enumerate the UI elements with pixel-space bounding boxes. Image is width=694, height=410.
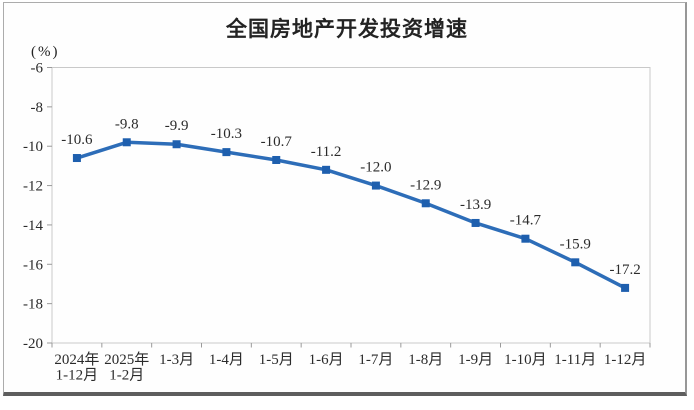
y-tick-label: -8 [31,100,44,116]
data-point-label: -10.6 [61,132,93,148]
x-tick-label: 1-10月 [504,352,547,368]
x-tick-label: 1-8月 [408,352,443,368]
y-tick-label: -20 [23,336,43,352]
y-tick-label: -16 [23,257,43,273]
data-point-marker [322,165,331,174]
y-tick-label: -12 [23,179,43,195]
data-point-marker [172,140,181,149]
data-point-label: -14.7 [510,213,542,229]
data-point-label: -17.2 [609,262,640,278]
y-tick-label: -18 [23,297,43,313]
x-tick-label: 1-6月 [309,352,344,368]
x-tick-label: 2025年 1-2月 [104,351,149,384]
chart-title: 全国房地产开发投资增速 [226,18,468,41]
data-point-marker [272,155,281,164]
data-point-label: -10.3 [211,126,242,142]
data-point-marker [571,258,580,267]
data-point-label: -12.0 [360,160,391,176]
data-point-marker [421,199,430,208]
data-point-marker [122,138,131,147]
data-point-marker [621,283,630,292]
x-tick-label: 1-11月 [554,352,596,368]
data-point-label: -12.9 [410,177,441,193]
data-point-label: -15.9 [560,236,591,252]
data-point-label: -11.2 [311,144,342,160]
data-point-label: -9.9 [165,118,189,134]
plot-border [51,67,651,344]
y-axis-unit-label: (%) [31,44,60,60]
y-axis: -6 -8 -10 -12 -14 -16 -18 -20 [23,61,52,352]
data-point-label: -9.8 [115,116,139,132]
y-tick-label: -14 [23,218,43,234]
chart-line [75,140,627,290]
data-points: -10.6 -9.8 -9.9 -10.3 -10.7 -11.2 -12.0 -12.9 -1… [61,116,641,292]
data-point-label: -13.9 [460,197,491,213]
data-point-marker [222,148,231,157]
y-tick-label: -10 [23,139,43,155]
x-tick-label: 1-5月 [259,352,294,368]
data-point-label: -10.7 [261,134,293,150]
data-point-marker [371,181,380,190]
data-point-marker [72,154,81,163]
data-point-marker [471,218,480,227]
data-point-marker [521,234,530,243]
x-tick-label: 1-3月 [159,352,194,368]
x-tick-label: 1-12月 [604,352,647,368]
x-tick-label: 1-7月 [358,352,393,368]
y-tick-label: -6 [31,61,44,77]
x-tick-label: 2024年 1-12月 [54,351,99,384]
x-tick-label: 1-4月 [209,352,244,368]
x-tick-label: 1-9月 [458,352,493,368]
